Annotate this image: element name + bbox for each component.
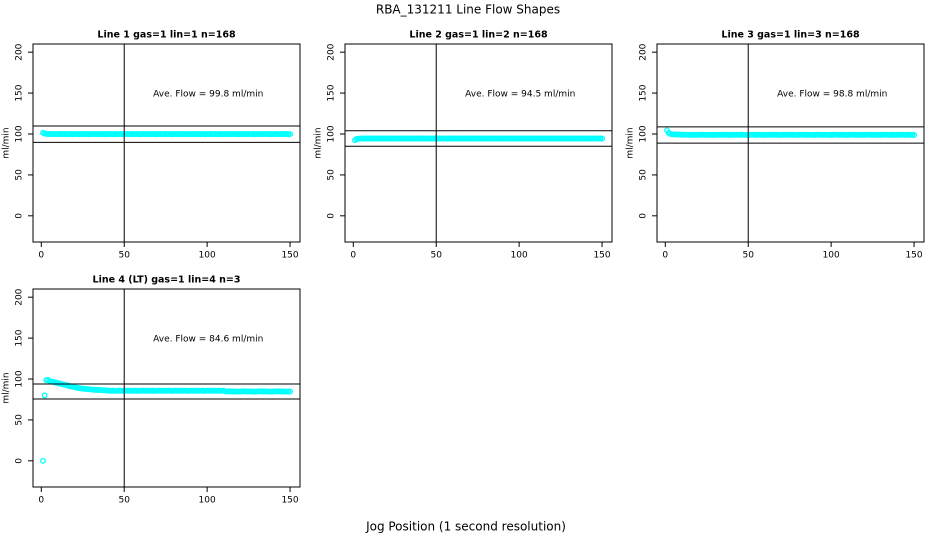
y-tick-label: 50 xyxy=(639,169,649,181)
y-tick-label: 100 xyxy=(327,125,337,142)
point xyxy=(911,132,917,138)
y-tick-label: 150 xyxy=(639,84,649,101)
x-tick-label: 150 xyxy=(281,251,298,261)
panel: Line 3 gas=1 lin=3 n=168 0 50 100 150 0 50 100 1… xyxy=(626,30,925,261)
y-axis-label: ml/min xyxy=(314,127,324,158)
x-tick-label: 0 xyxy=(38,496,44,506)
x-tick-label: 50 xyxy=(118,496,130,506)
y-tick-label: 200 xyxy=(15,43,25,60)
point xyxy=(599,135,605,142)
x-tick-label: 50 xyxy=(742,251,754,261)
x-tick-label: 0 xyxy=(662,251,668,261)
x-tick-label: 0 xyxy=(38,251,44,261)
x-tick-label: 100 xyxy=(823,251,840,261)
annotation: Ave. Flow = 94.5 ml/min xyxy=(465,90,575,100)
x-tick-label: 150 xyxy=(593,251,610,261)
panel: Line 2 gas=1 lin=2 n=168 0 50 100 150 0 50 100 1… xyxy=(314,30,613,261)
y-tick-label: 100 xyxy=(15,370,25,387)
y-tick-label: 200 xyxy=(327,43,337,60)
panel-title: Line 3 gas=1 lin=3 n=168 xyxy=(721,30,860,41)
annotation: Ave. Flow = 84.6 ml/min xyxy=(153,335,263,345)
y-tick-label: 150 xyxy=(15,329,25,346)
y-tick-label: 200 xyxy=(15,288,25,305)
panel: Line 4 (LT) gas=1 lin=4 n=3 0 50 100 150 0 50 1… xyxy=(2,275,301,506)
plot-frame xyxy=(656,43,925,243)
y-tick-label: 100 xyxy=(639,125,649,142)
x-tick-label: 150 xyxy=(905,251,922,261)
y-axis-label: ml/min xyxy=(626,127,636,158)
y-tick-label: 0 xyxy=(327,213,337,219)
plot-frame xyxy=(344,43,613,243)
panel-title: Line 4 (LT) gas=1 lin=4 n=3 xyxy=(93,275,241,286)
x-tick-label: 0 xyxy=(350,251,356,261)
plot-frame xyxy=(32,288,301,488)
x-axis-label: Jog Position (1 second resolution) xyxy=(365,520,566,534)
y-tick-label: 50 xyxy=(15,169,25,181)
y-tick-label: 50 xyxy=(15,414,25,426)
y-tick-label: 150 xyxy=(327,84,337,101)
y-tick-label: 200 xyxy=(639,43,649,60)
y-tick-label: 0 xyxy=(15,213,25,219)
x-tick-label: 100 xyxy=(199,496,216,506)
y-axis-label: ml/min xyxy=(2,372,12,403)
x-tick-label: 100 xyxy=(199,251,216,261)
figure-title: RBA_131211 Line Flow Shapes xyxy=(376,3,560,17)
y-tick-label: 150 xyxy=(15,84,25,101)
x-tick-label: 50 xyxy=(430,251,442,261)
panel-title: Line 2 gas=1 lin=2 n=168 xyxy=(409,30,548,41)
point xyxy=(40,457,46,464)
panel-title: Line 1 gas=1 lin=1 n=168 xyxy=(97,30,236,41)
x-tick-label: 150 xyxy=(281,496,298,506)
point xyxy=(41,392,48,399)
point xyxy=(287,388,293,395)
annotation: Ave. Flow = 99.8 ml/min xyxy=(153,90,263,100)
y-axis-label: ml/min xyxy=(2,127,12,158)
y-tick-label: 50 xyxy=(327,169,337,181)
y-tick-label: 0 xyxy=(15,458,25,464)
point xyxy=(287,131,293,138)
panel: Line 1 gas=1 lin=1 n=168 0 50 100 150 0 50 100 1… xyxy=(2,30,301,261)
y-tick-label: 0 xyxy=(639,213,649,219)
annotation: Ave. Flow = 98.8 ml/min xyxy=(777,90,887,100)
x-tick-label: 100 xyxy=(511,251,528,261)
y-tick-label: 100 xyxy=(15,125,25,142)
x-tick-label: 50 xyxy=(118,251,130,261)
plot-frame xyxy=(32,43,301,243)
